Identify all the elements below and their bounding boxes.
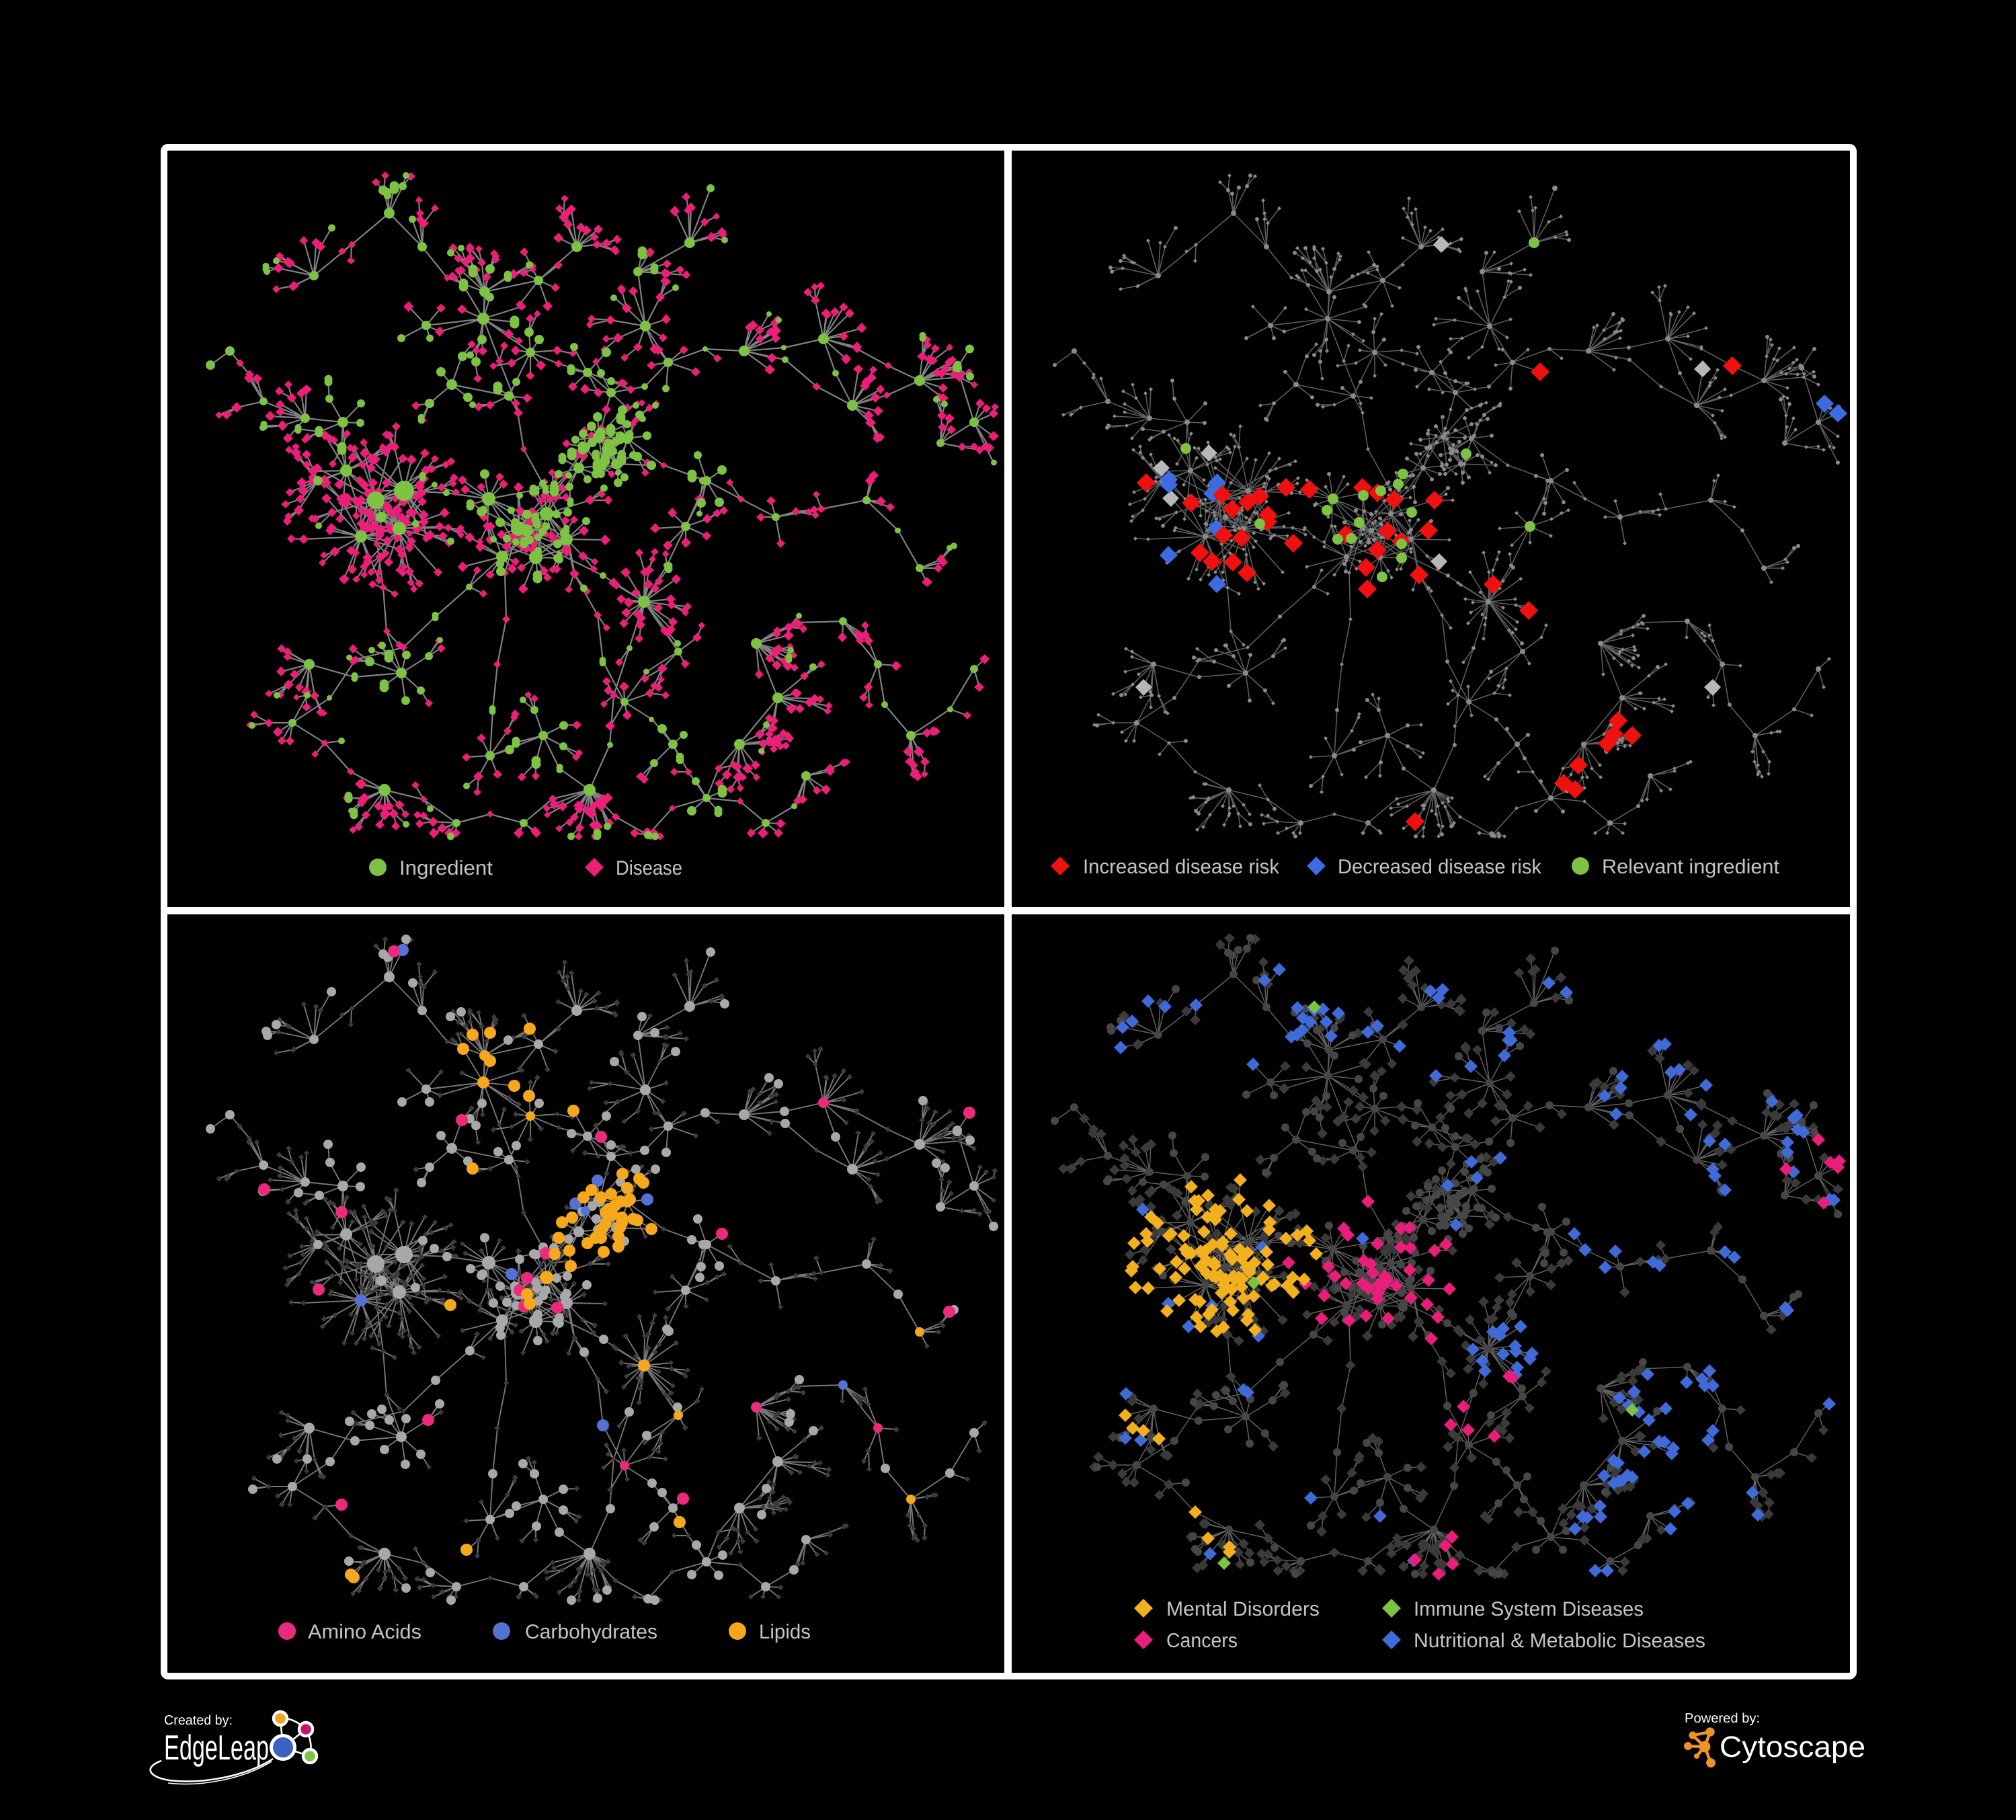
svg-text:Cancers: Cancers [1166, 1630, 1238, 1652]
svg-text:Disease: Disease [616, 857, 682, 879]
svg-text:Ingredient: Ingredient [399, 857, 493, 879]
svg-text:Carbohydrates: Carbohydrates [525, 1621, 657, 1643]
svg-text:Immune System Diseases: Immune System Diseases [1414, 1598, 1644, 1620]
svg-text:Created by:: Created by: [164, 1713, 233, 1728]
svg-text:EdgeLeap: EdgeLeap [164, 1729, 269, 1768]
svg-text:Mental Disorders: Mental Disorders [1166, 1598, 1320, 1620]
svg-text:Powered by:: Powered by: [1685, 1711, 1760, 1726]
svg-text:Decreased disease risk: Decreased disease risk [1338, 856, 1542, 878]
svg-text:Cytoscape: Cytoscape [1720, 1731, 1865, 1764]
svg-text:Amino Acids: Amino Acids [308, 1621, 421, 1643]
svg-text:Lipids: Lipids [759, 1621, 811, 1643]
svg-text:Increased disease risk: Increased disease risk [1083, 856, 1280, 878]
svg-text:Relevant ingredient: Relevant ingredient [1602, 856, 1780, 878]
svg-text:Nutritional & Metabolic Diseas: Nutritional & Metabolic Diseases [1414, 1630, 1705, 1652]
